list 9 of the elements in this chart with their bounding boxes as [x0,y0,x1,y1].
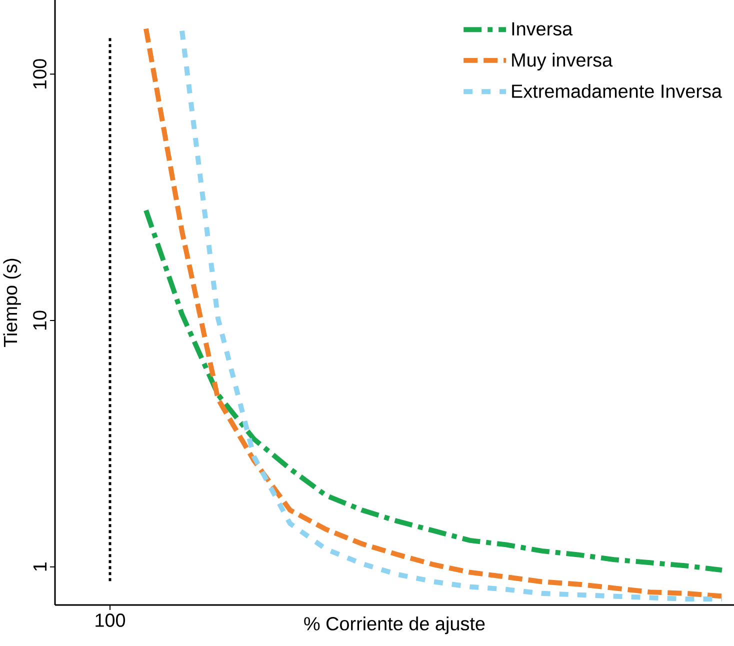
x-axis-title: % Corriente de ajuste [304,616,485,634]
y-axis-title: Tiempo (s) [3,258,21,347]
legend-label: Inversa [512,22,573,36]
y-tick-label: 10 [33,310,46,330]
line-series [144,208,724,573]
y-tick-label: 100 [33,59,46,88]
legend-label: Muy inversa [512,52,613,70]
y-tick-label: 1 [33,562,46,571]
legend-label: Extremadamente Inversa [512,84,722,98]
